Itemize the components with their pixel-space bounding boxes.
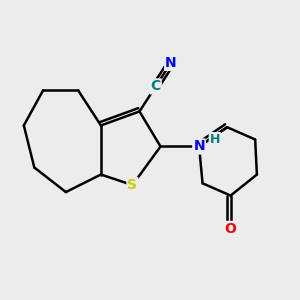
Text: N: N bbox=[165, 56, 177, 70]
Text: N: N bbox=[193, 140, 205, 154]
Text: S: S bbox=[128, 178, 137, 192]
Text: O: O bbox=[225, 222, 237, 236]
Text: H: H bbox=[210, 133, 220, 146]
Text: C: C bbox=[151, 80, 161, 93]
